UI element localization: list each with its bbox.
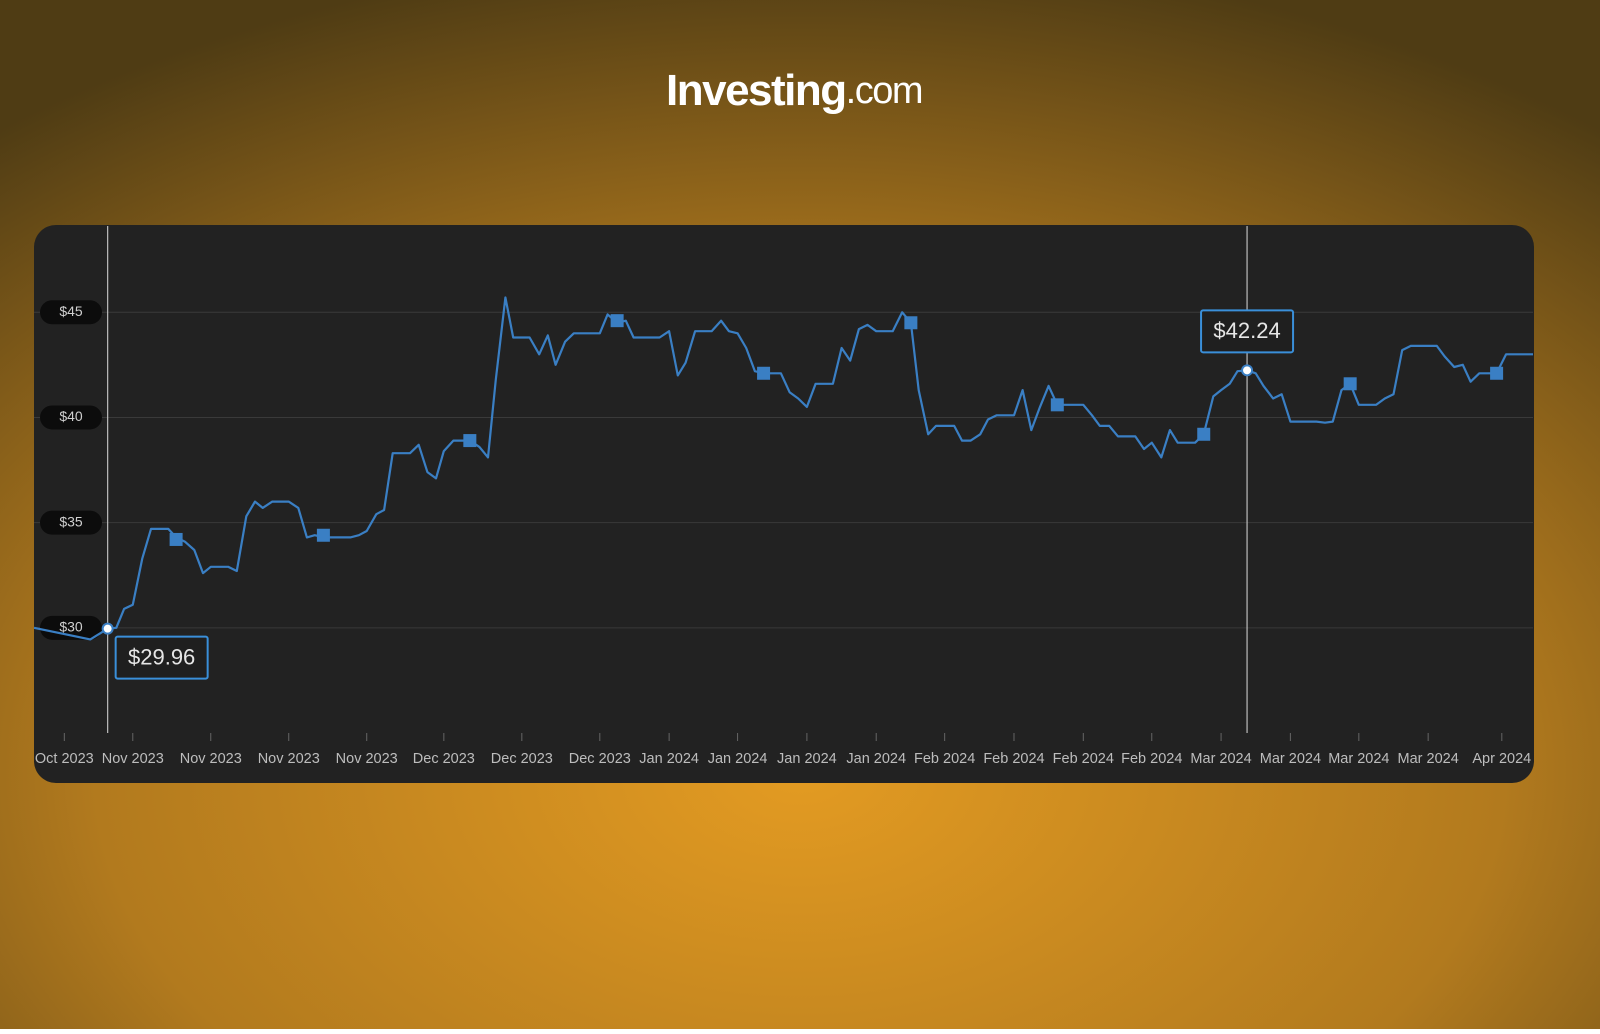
x-tick-label: Mar 2024 [1260,751,1321,767]
x-tick-label: Nov 2023 [102,751,164,767]
event-marker [1050,398,1064,412]
y-tick-label: $45 [59,303,83,319]
logo-brand: Investing [666,66,846,115]
y-tick-label: $35 [59,513,83,529]
x-tick-label: Oct 2023 [35,751,94,767]
event-marker [169,532,183,546]
x-tick-label: Jan 2024 [777,751,837,767]
event-marker [1197,427,1211,441]
x-tick-label: Jan 2024 [846,751,906,767]
chart-card [34,225,1534,783]
x-tick-label: Dec 2023 [413,751,475,767]
x-tick-label: Mar 2024 [1328,751,1389,767]
x-tick-label: Jan 2024 [708,751,768,767]
crosshair-dot [101,622,114,635]
price-line [33,296,1533,641]
price-callout [1200,309,1295,354]
x-tick-label: Jan 2024 [639,751,699,767]
y-tick-pill [40,405,102,430]
event-marker [463,434,477,448]
event-marker [904,316,918,330]
y-tick-pill [40,615,102,640]
event-marker [1343,377,1357,391]
x-tick-label: Nov 2023 [180,751,242,767]
y-tick-pill [40,300,102,325]
price-callout [114,635,209,680]
x-tick-label: Dec 2023 [569,751,631,767]
event-marker [316,528,330,542]
plot: $30 $35 $40 $45 Oct 2023 Nov 2023 Nov 2023 Nov … [33,226,1533,767]
y-tick-pill [40,510,102,535]
event-marker [610,314,624,328]
x-tick-label: Feb 2024 [914,751,975,767]
crosshair-dot [1241,364,1254,377]
price-callout-label: $29.96 [128,644,195,669]
x-tick-label: Apr 2024 [1472,751,1531,767]
logo-suffix: .com [846,70,922,112]
x-tick-label: Mar 2024 [1190,751,1251,767]
x-tick-label: Dec 2023 [491,751,553,767]
y-tick-label: $30 [59,619,83,635]
price-callout-label: $42.24 [1213,318,1280,343]
event-marker [757,366,771,380]
x-tick-label: Feb 2024 [1121,751,1182,767]
x-tick-label: Feb 2024 [983,751,1044,767]
logo: Investing.com [666,66,922,115]
y-tick-label: $40 [59,408,83,424]
x-tick-label: Mar 2024 [1398,751,1459,767]
x-tick-label: Nov 2023 [258,751,320,767]
x-tick-label: Feb 2024 [1053,751,1114,767]
x-tick-label: Nov 2023 [336,751,398,767]
event-marker [1490,366,1504,380]
